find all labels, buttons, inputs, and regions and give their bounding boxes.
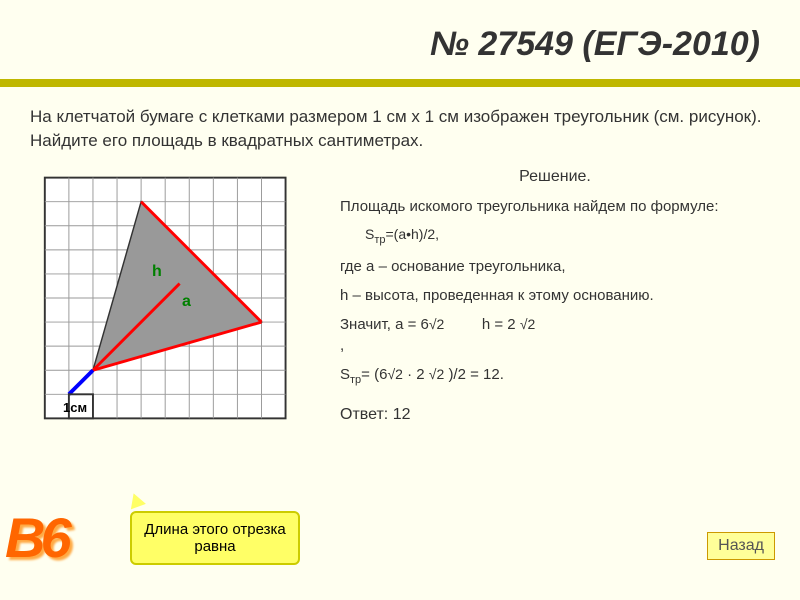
solution-line-2: где а – основание треугольника, — [340, 256, 770, 277]
label-h: h — [152, 263, 162, 281]
grid-svg — [35, 168, 305, 428]
solution-line-1: Площадь искомого треугольника найдем по … — [340, 196, 770, 217]
content-row: h a 1см Решение. Площадь искомого треуго… — [0, 153, 800, 438]
solution-formula: Sтр=(a•h)/2, — [340, 225, 770, 248]
answer-value: 12 — [393, 406, 411, 423]
sqrt-1: √2 — [429, 316, 444, 332]
l5-suffix: )/2 = 12. — [448, 366, 503, 383]
problem-text: На клетчатой бумаге с клетками размером … — [0, 105, 800, 153]
answer: Ответ: 12 — [340, 406, 770, 424]
b6-badge: В6 — [5, 505, 67, 570]
l5-mid: · 2 — [407, 366, 429, 383]
answer-label: Ответ: — [340, 406, 388, 423]
sqrt-4: √2 — [429, 366, 444, 382]
callout: Длина этого отрезка равна — [130, 511, 300, 565]
solution-title: Решение. — [340, 168, 770, 186]
sqrt-2: √2 — [520, 316, 535, 332]
solution-line-4: Значит, а = 6√2 h = 2 √2 , — [340, 314, 770, 356]
slide-title: № 27549 (ЕГЭ-2010) — [0, 0, 800, 79]
solution-block: Решение. Площадь искомого треугольника н… — [320, 168, 780, 438]
solution-line-5: Sтр= (6√2 · 2 √2 )/2 = 12. — [340, 364, 770, 388]
callout-tail — [126, 491, 146, 510]
label-a: a — [182, 293, 191, 311]
diagram: h a 1см — [35, 168, 320, 438]
solution-line-3: h – высота, проведенная к этому основани… — [340, 285, 770, 306]
back-button[interactable]: Назад — [707, 532, 775, 560]
scale-label: 1см — [63, 400, 87, 415]
l4-prefix: Значит, а = 6 — [340, 316, 429, 333]
sqrt-3: √2 — [387, 366, 402, 382]
l4-mid: h = 2 — [482, 316, 516, 333]
divider — [0, 79, 800, 87]
